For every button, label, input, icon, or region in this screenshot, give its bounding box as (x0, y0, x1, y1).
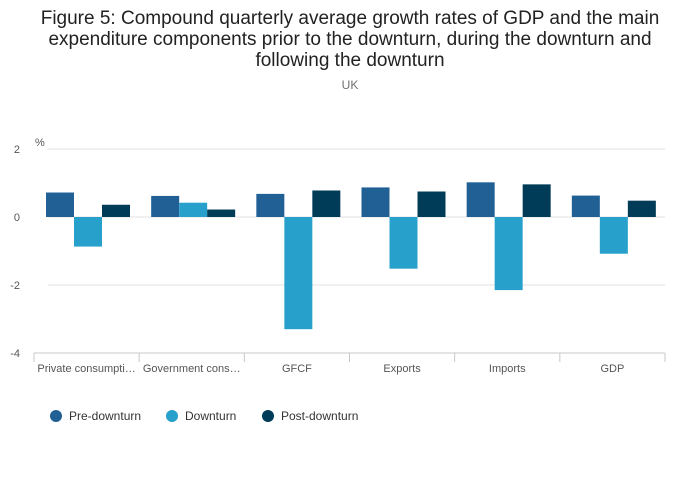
bars-layer (46, 182, 656, 330)
bar (207, 209, 236, 217)
bar (151, 195, 180, 217)
grid-layer: % 2 0 -2 -4 (10, 137, 665, 360)
bar (284, 217, 313, 330)
chart-subtitle: UK (341, 78, 359, 92)
x-tick-label: Imports (489, 363, 526, 375)
bar (102, 204, 130, 217)
chart-title: Figure 5: Compound quarterly average gro… (40, 8, 660, 71)
bar (389, 217, 418, 269)
bar (571, 195, 600, 217)
y-axis-label: % (35, 137, 45, 149)
legend-label: Pre-downturn (69, 409, 141, 423)
bar (522, 184, 551, 217)
bar (256, 193, 285, 217)
x-axis: Private consumpti… Government cons… GFCF Ex… (33, 352, 666, 375)
bar (74, 217, 102, 247)
bar (46, 192, 74, 217)
legend-label: Downturn (185, 409, 236, 423)
y-tick-label: 0 (14, 212, 20, 224)
bar (627, 200, 656, 217)
legend-marker (50, 410, 62, 422)
legend-marker (262, 410, 274, 422)
x-tick-label: Private consumpti… (37, 363, 135, 375)
y-tick-label: -2 (10, 280, 20, 292)
x-tick-label: GFCF (282, 363, 312, 375)
bar (494, 217, 523, 291)
legend-label: Post-downturn (281, 409, 358, 423)
x-tick-label: Exports (383, 363, 421, 375)
bar (466, 182, 495, 217)
bar (417, 191, 446, 217)
x-tick-label: Government cons… (143, 363, 241, 375)
bar (599, 217, 628, 254)
legend-marker (166, 410, 178, 422)
bar (312, 190, 341, 217)
bar (179, 202, 208, 217)
x-tick-label: GDP (600, 363, 624, 375)
y-tick-label: -4 (10, 348, 20, 360)
bar (361, 187, 390, 217)
y-tick-label: 2 (14, 144, 20, 156)
legend: Pre-downturn Downturn Post-downturn (50, 409, 358, 423)
